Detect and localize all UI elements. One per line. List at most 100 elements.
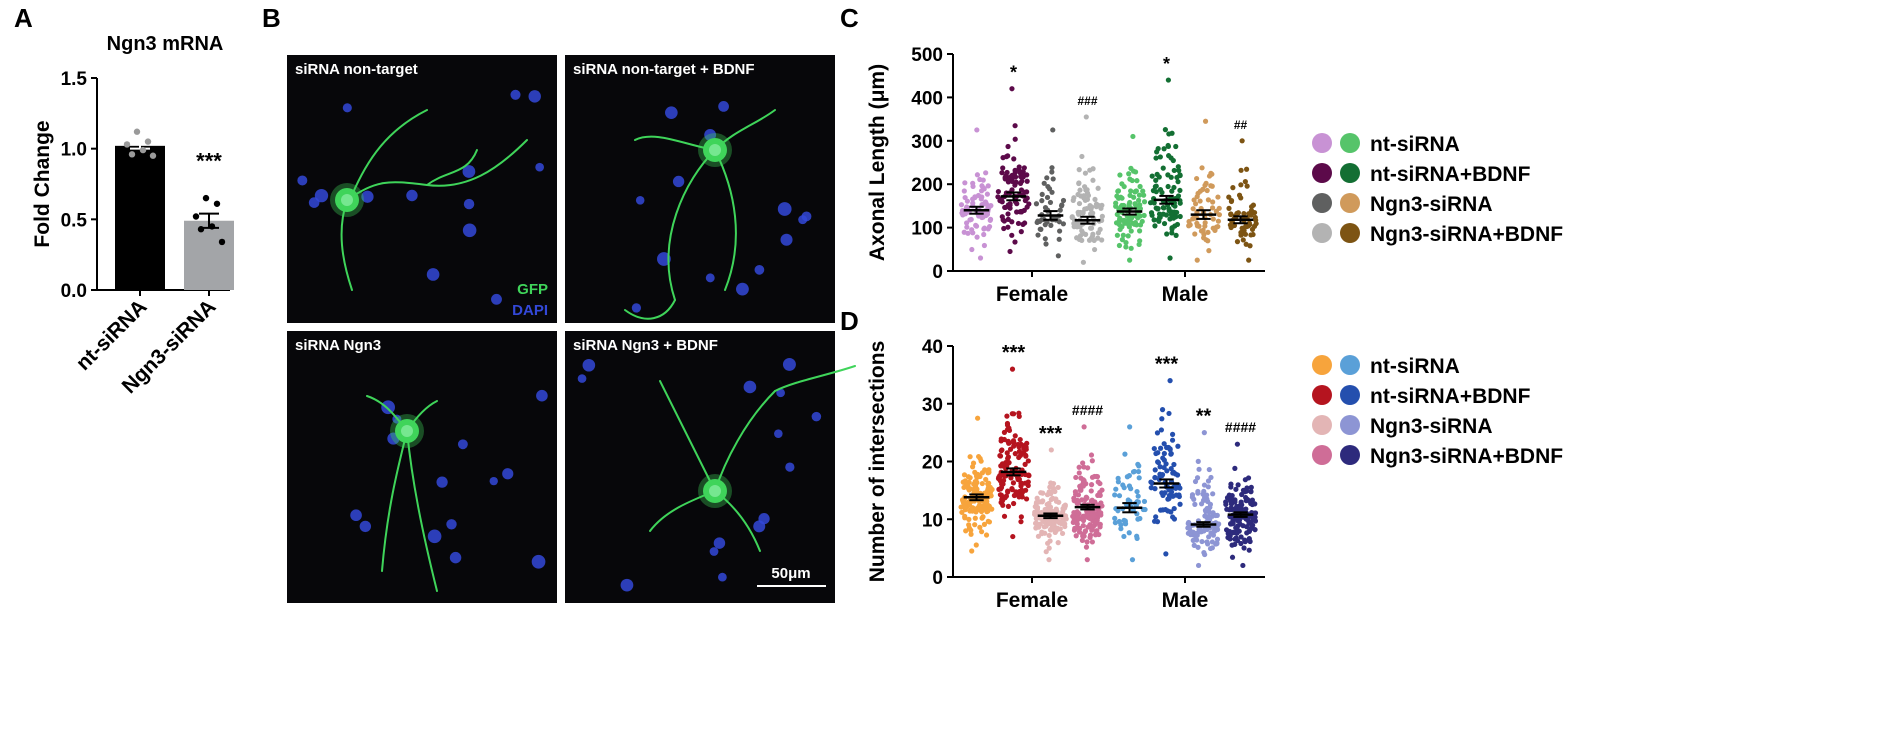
- y-tick-label: 20: [922, 453, 943, 474]
- data-point: [1185, 530, 1191, 536]
- legend-swatch-male: [1340, 223, 1360, 243]
- gfp-neurite: [624, 299, 676, 320]
- data-point: [1174, 221, 1181, 228]
- data-point: [1139, 218, 1145, 225]
- data-point: [1114, 211, 1120, 218]
- data-point: [1016, 410, 1022, 416]
- data-point: [1018, 519, 1024, 525]
- data-point: [1234, 239, 1241, 245]
- data-point: [1242, 489, 1248, 495]
- data-point: [1235, 523, 1241, 529]
- gfp-neurite: [659, 380, 716, 492]
- data-point: [1128, 228, 1134, 234]
- data-point: [1157, 154, 1163, 160]
- data-point: [981, 521, 988, 527]
- data-point: [1011, 156, 1017, 162]
- data-point: [961, 472, 968, 478]
- dapi-nucleus: [381, 400, 395, 415]
- legend-swatch-male: [1340, 355, 1360, 375]
- data-point: [1120, 232, 1126, 238]
- data-point: [1059, 530, 1066, 537]
- data-point: [1087, 225, 1094, 231]
- data-point: [1202, 551, 1208, 558]
- dapi-nucleus: [342, 103, 352, 113]
- dapi-nucleus: [297, 175, 308, 186]
- legend-label: Ngn3-siRNA: [1370, 193, 1493, 216]
- dapi-nucleus: [631, 303, 642, 313]
- data-point: [1154, 206, 1161, 212]
- data-point: [1045, 183, 1051, 190]
- data-point: [1121, 217, 1128, 224]
- dapi-nucleus: [777, 202, 792, 216]
- data-point: [1057, 207, 1063, 213]
- data-point: [1122, 451, 1128, 457]
- data-point: [968, 531, 974, 537]
- legend-swatch-female: [1312, 133, 1332, 153]
- data-point: [1210, 510, 1216, 516]
- data-point: [1011, 492, 1017, 499]
- data-point: [978, 188, 985, 194]
- panel-letter-b: B: [262, 3, 281, 33]
- data-point: [1046, 500, 1052, 507]
- data-point: [1228, 211, 1234, 217]
- data-point: [998, 463, 1004, 469]
- data-point: [1234, 210, 1240, 217]
- data-point: [1153, 189, 1159, 195]
- data-point: [1166, 131, 1172, 137]
- data-point: [980, 514, 986, 520]
- legend-swatch-female: [1312, 385, 1332, 405]
- series-male-3: [1223, 441, 1259, 569]
- data-point: [1022, 189, 1028, 195]
- data-point: [1125, 497, 1131, 503]
- data-point: [1210, 199, 1216, 205]
- data-point: [1046, 532, 1052, 539]
- dapi-nucleus: [427, 529, 442, 544]
- data-point: [1047, 538, 1053, 544]
- data-point: [1123, 240, 1129, 246]
- data-point: [1194, 175, 1200, 182]
- data-point: [1007, 248, 1013, 255]
- data-point: [1134, 533, 1140, 539]
- data-point: [998, 436, 1004, 442]
- data-point: [1054, 525, 1060, 531]
- data-point: [1073, 474, 1079, 481]
- data-point: [192, 213, 200, 220]
- data-point: [983, 212, 989, 218]
- data-point: [1154, 171, 1160, 177]
- micrograph-label: siRNA non-target: [295, 61, 418, 78]
- gfp-neurite: [351, 109, 428, 196]
- data-point: [1005, 488, 1011, 494]
- data-point: [1160, 507, 1166, 513]
- data-point: [1167, 378, 1173, 384]
- data-point: [1112, 515, 1118, 521]
- data-point: [1228, 484, 1234, 490]
- scale-bar-label: 50μm: [771, 565, 810, 582]
- data-point: [971, 506, 977, 512]
- data-point: [970, 230, 976, 236]
- data-point: [1185, 520, 1191, 527]
- data-point: [1049, 165, 1055, 171]
- data-point: [1097, 524, 1103, 530]
- data-point: [1163, 551, 1169, 557]
- y-tick-label: 0.0: [61, 281, 87, 302]
- data-point: [1159, 472, 1165, 479]
- data-point: [1175, 193, 1182, 199]
- dapi-nucleus: [753, 520, 766, 533]
- data-point: [1052, 529, 1058, 536]
- data-point: [976, 502, 983, 509]
- data-point: [1246, 257, 1252, 263]
- data-point: [139, 146, 147, 154]
- data-point: [1076, 510, 1082, 517]
- data-point: [973, 542, 979, 548]
- data-point: [1074, 224, 1080, 230]
- legend-swatch-male: [1340, 385, 1360, 405]
- micrograph-tile: siRNA non-target + BDNF: [565, 55, 835, 323]
- data-point: [1153, 155, 1159, 161]
- data-point: [1000, 155, 1006, 161]
- data-point: [1160, 165, 1166, 171]
- data-point: [974, 479, 980, 486]
- y-tick-label: 100: [911, 219, 943, 240]
- dapi-nucleus: [754, 264, 765, 275]
- data-point: [1215, 194, 1221, 200]
